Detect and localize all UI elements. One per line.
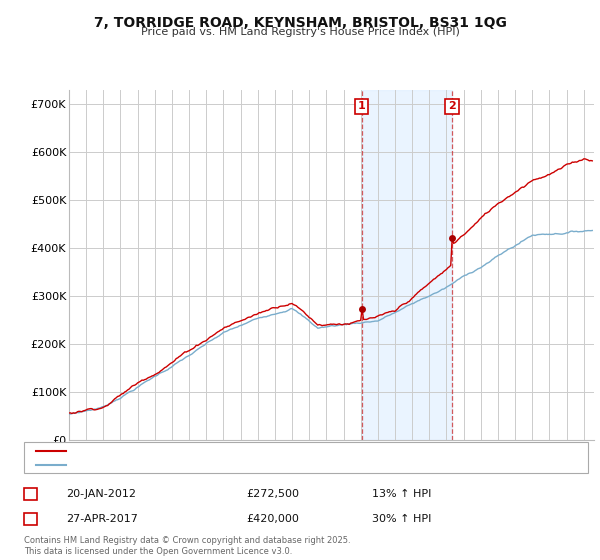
Text: 1: 1 — [27, 489, 34, 499]
Text: 1: 1 — [358, 101, 365, 111]
Text: 30% ↑ HPI: 30% ↑ HPI — [372, 514, 431, 524]
Text: 2: 2 — [448, 101, 456, 111]
Text: HPI: Average price, semi-detached house, Bath and North East Somerset: HPI: Average price, semi-detached house,… — [73, 460, 430, 470]
Text: 7, TORRIDGE ROAD, KEYNSHAM, BRISTOL, BS31 1QG: 7, TORRIDGE ROAD, KEYNSHAM, BRISTOL, BS3… — [94, 16, 506, 30]
Text: 13% ↑ HPI: 13% ↑ HPI — [372, 489, 431, 499]
Text: 27-APR-2017: 27-APR-2017 — [66, 514, 138, 524]
Text: Contains HM Land Registry data © Crown copyright and database right 2025.
This d: Contains HM Land Registry data © Crown c… — [24, 536, 350, 556]
Text: 7, TORRIDGE ROAD, KEYNSHAM, BRISTOL, BS31 1QG (semi-detached house): 7, TORRIDGE ROAD, KEYNSHAM, BRISTOL, BS3… — [73, 446, 449, 456]
Text: Price paid vs. HM Land Registry's House Price Index (HPI): Price paid vs. HM Land Registry's House … — [140, 27, 460, 38]
Text: 20-JAN-2012: 20-JAN-2012 — [66, 489, 136, 499]
Bar — [362, 90, 452, 440]
Text: 2: 2 — [27, 514, 34, 524]
Text: £420,000: £420,000 — [246, 514, 299, 524]
Text: £272,500: £272,500 — [246, 489, 299, 499]
